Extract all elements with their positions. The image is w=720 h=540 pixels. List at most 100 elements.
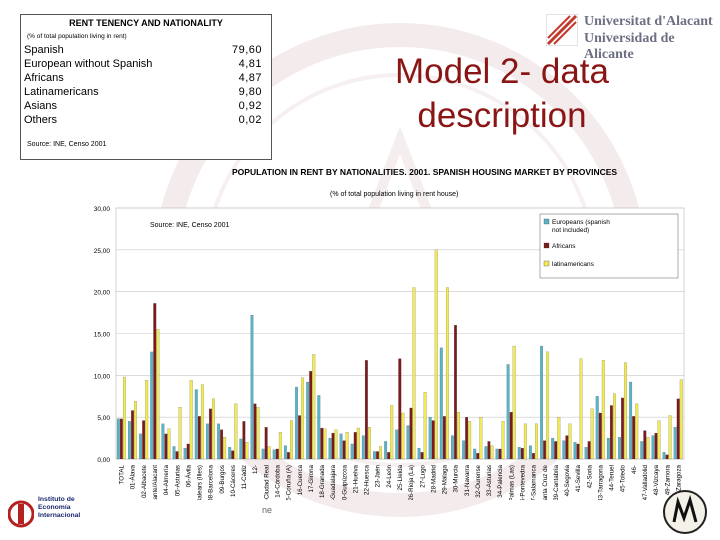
bar [395,429,399,460]
bar [312,354,316,460]
legend-label: Africans [552,243,576,250]
x-tick-label: 18-Granada [319,464,326,498]
university-logo-icon [546,14,578,46]
bar [275,448,279,460]
row-value: 79,60 [231,44,262,56]
bar [384,441,388,460]
source-annotation: Source: INE, Censo 2001 [150,222,229,229]
bar [309,371,313,460]
x-tick-label: 14-Córdoba [274,464,281,497]
x-tick-label: 50-Zaragoza [675,464,682,500]
bar [287,452,290,460]
x-tick-label: 04-Almería [163,464,170,495]
bar [231,450,235,460]
bar [328,437,332,460]
legend-swatch [543,260,550,267]
bar [234,403,238,460]
bar [161,423,165,460]
bar [635,403,639,460]
x-tick-label: TOTAL [119,464,126,484]
bar [334,429,338,460]
bar [164,433,168,460]
x-tick-label: 46- [631,465,638,474]
x-tick-label: 03-Alicante/Alacant [152,465,159,500]
bar [116,418,120,460]
bar [139,433,143,460]
x-tick-label: 44-Teruel [609,465,616,491]
bar [646,437,650,460]
x-tick-label: 40-Segovia [564,464,571,496]
table-source: Source: INE, Censo 2001 [27,141,107,148]
bar [278,432,282,460]
x-tick-label: 39-Cantabria [553,464,560,500]
legend-label: not included) [552,227,589,234]
bar [398,358,402,460]
bar [197,416,201,460]
bar [442,416,446,460]
bar [387,452,391,460]
y-tick-label: 5,00 [97,415,110,422]
bar [439,347,443,460]
x-tick-label: 47-Valladolid [642,464,649,500]
source-annotation-box [140,213,250,235]
bar [657,420,661,460]
institute-logo[interactable]: Instituto de Economía Internacional [8,496,118,536]
bar [434,249,438,460]
x-tick-label: 23-Jaén [375,464,382,487]
bar [339,433,343,460]
x-tick-label: 02-Albacete [141,464,148,498]
y-tick-label: 15,00 [94,332,111,339]
x-tick-label: 12- [252,465,259,474]
bar [576,443,580,460]
table-row: Africans 4,87 [24,71,268,85]
bar [373,451,376,460]
bar [172,446,176,460]
x-tick-label: 38-Santa Cruz de [542,464,549,500]
x-tick-label: 36-Pontevedra [520,464,527,500]
bar [673,427,677,460]
bar [223,437,227,460]
bar [468,421,472,460]
slide-title-line-1: Model 2- data [394,52,610,91]
bar [189,380,193,460]
bar [406,425,410,460]
x-tick-label: 25-Lleida [397,464,404,490]
bar [517,447,521,460]
bar [445,287,449,460]
y-tick-label: 10,00 [94,373,111,380]
bar [568,423,572,460]
seal-logo-icon [663,490,707,534]
x-axis-labels: TOTAL 01-Álava 02-Albacete 03-Alicante/Alac… [119,464,683,500]
x-tick-label: 42-Soria [586,464,593,488]
table-row: European without Spanish 4,81 [24,57,268,71]
bar [520,448,524,460]
x-tick-label: 33-Asturias [486,465,493,496]
bar [134,401,137,460]
table-subtitle: (% of total population living in rent) [27,33,127,40]
bar [676,398,680,460]
bar [454,325,457,460]
bar [451,435,454,460]
bar [557,417,561,460]
bar [272,449,276,460]
x-tick-label: 41-Sevilla [575,464,582,492]
x-tick-label: 26-Rioja (La) [408,465,415,500]
bar [350,443,354,460]
bar [587,441,591,460]
bar [618,437,621,460]
bar [417,448,421,460]
bar [528,445,532,460]
bar [323,428,327,460]
bar [665,454,669,460]
legend-box [539,213,679,279]
bar [679,379,683,460]
bar [261,448,265,460]
bar [390,405,394,460]
bar [298,415,301,460]
bar [543,440,547,460]
bar [217,423,220,460]
chart-bars [116,249,683,460]
bar [487,441,491,460]
university-logo[interactable]: Universitat d'Alacant Universidad de Ali… [546,14,718,62]
